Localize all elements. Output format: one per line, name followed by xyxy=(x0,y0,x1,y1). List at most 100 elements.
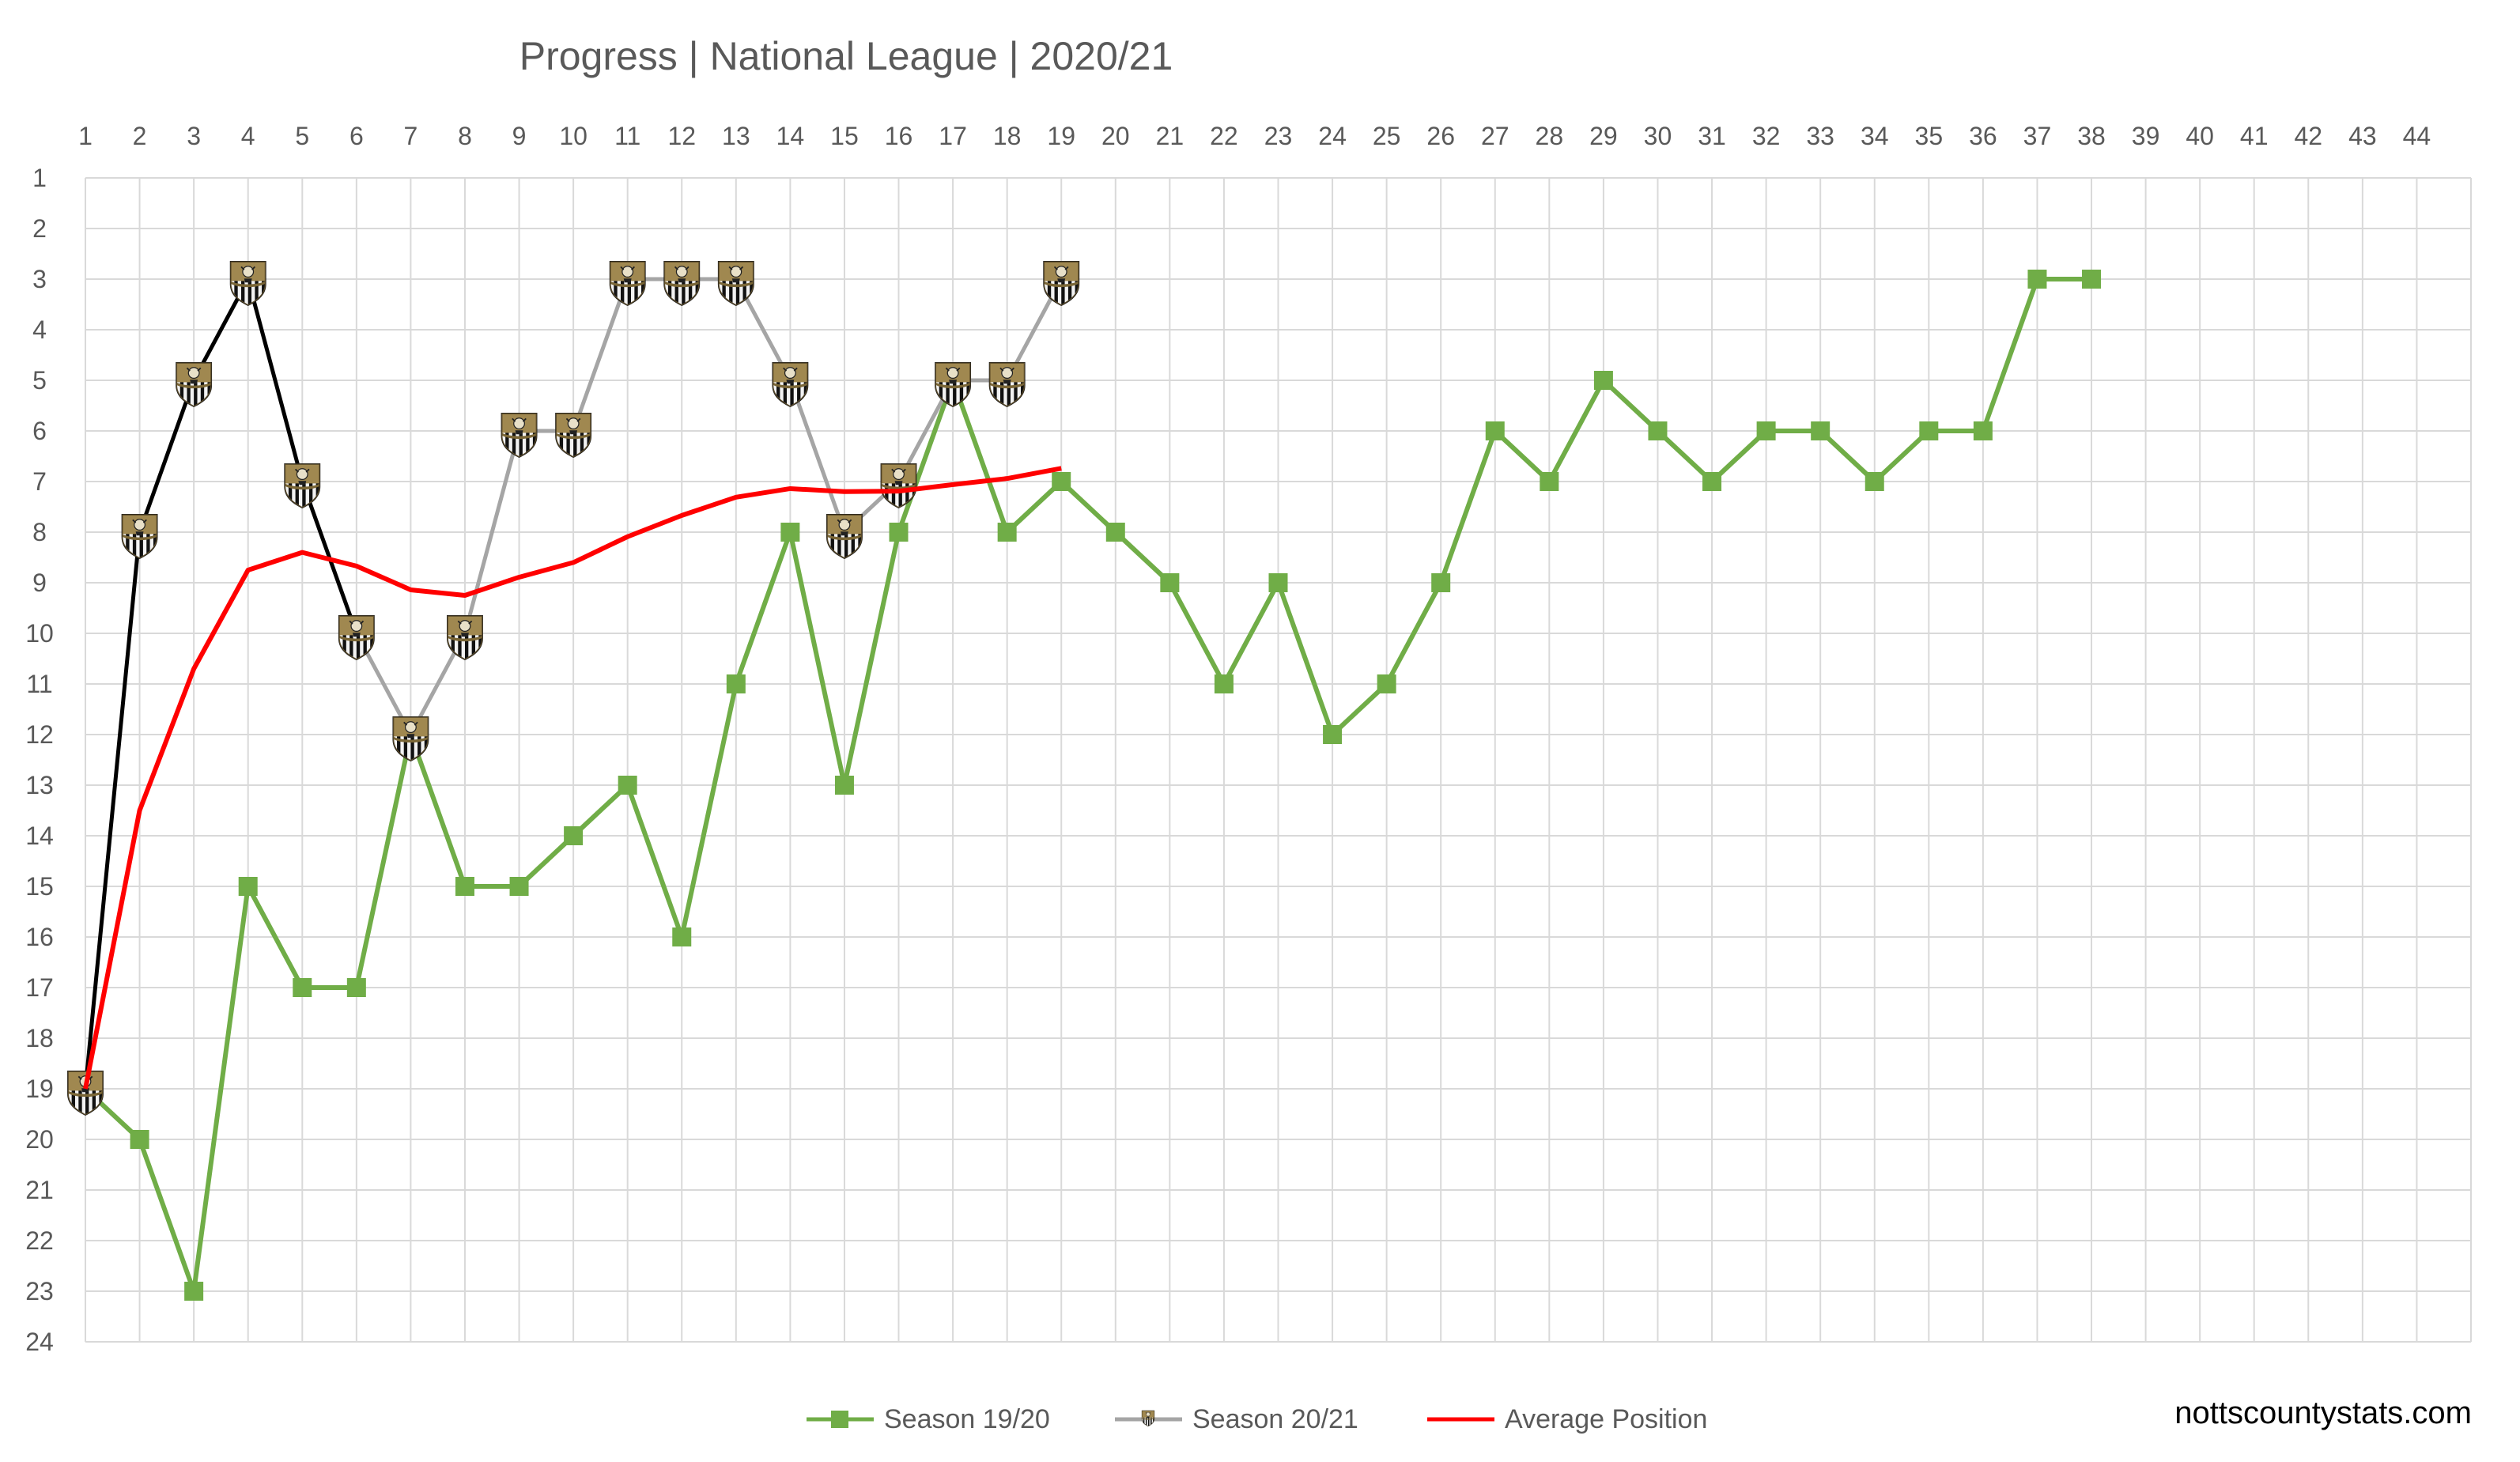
y-tick-label: 19 xyxy=(25,1075,54,1103)
series-average-position xyxy=(83,466,1062,1090)
x-tick-label: 18 xyxy=(993,122,1022,150)
x-tick-label: 41 xyxy=(2240,122,2269,150)
legend-item-season-19-20: Season 19/20 xyxy=(807,1404,1050,1434)
x-tick-label: 14 xyxy=(776,122,805,150)
x-tick-label: 4 xyxy=(241,122,255,150)
crest-icon xyxy=(1142,1411,1154,1426)
series-season-19-20 xyxy=(76,270,2102,1301)
crest-icon xyxy=(284,463,320,508)
data-point xyxy=(346,978,366,997)
data-point xyxy=(1377,674,1396,693)
x-tick-label: 21 xyxy=(1156,122,1184,150)
data-point xyxy=(672,927,692,946)
crest-icon xyxy=(610,261,646,306)
series-segment xyxy=(788,378,847,535)
x-tick-label: 23 xyxy=(1264,122,1293,150)
x-tick-label: 30 xyxy=(1644,122,1672,150)
data-point xyxy=(1702,472,1722,491)
data-point xyxy=(834,776,854,795)
y-tick-label: 1 xyxy=(32,164,47,192)
data-point xyxy=(1811,421,1830,440)
series-segment xyxy=(463,429,522,636)
x-tick-label: 5 xyxy=(295,122,309,150)
series-line xyxy=(83,466,1062,1090)
y-tick-label: 21 xyxy=(25,1176,54,1204)
x-axis-ticks: 1 2 3 4 5 6 7 8 9 10 11 12 13 14 15 16 17 18 19 20 21 22 23 24 2… xyxy=(78,122,2431,150)
grid xyxy=(85,177,2472,1343)
data-point xyxy=(564,826,584,845)
data-point xyxy=(1105,523,1125,542)
legend-square-marker xyxy=(831,1411,848,1428)
x-tick-label: 8 xyxy=(458,122,472,150)
x-tick-label: 1 xyxy=(78,122,93,150)
data-point xyxy=(1268,573,1288,592)
x-tick-label: 31 xyxy=(1698,122,1726,150)
y-tick-label: 10 xyxy=(25,619,54,648)
data-point xyxy=(1540,472,1559,491)
y-tick-label: 23 xyxy=(25,1277,54,1305)
data-point xyxy=(509,877,529,896)
crest-icon xyxy=(555,413,591,458)
x-tick-label: 38 xyxy=(2077,122,2106,150)
crest-icon xyxy=(989,362,1026,407)
y-tick-label: 4 xyxy=(32,315,47,344)
x-tick-label: 13 xyxy=(722,122,750,150)
legend-label: Season 19/20 xyxy=(884,1404,1050,1434)
x-tick-label: 25 xyxy=(1373,122,1401,150)
x-tick-label: 2 xyxy=(133,122,147,150)
x-tick-label: 9 xyxy=(512,122,527,150)
x-tick-label: 32 xyxy=(1752,122,1781,150)
x-tick-label: 12 xyxy=(667,122,696,150)
crest-icon xyxy=(176,362,212,407)
x-tick-label: 6 xyxy=(349,122,364,150)
x-tick-label: 28 xyxy=(1536,122,1564,150)
data-point xyxy=(1919,421,1939,440)
x-tick-label: 43 xyxy=(2348,122,2377,150)
data-point xyxy=(1323,725,1343,744)
data-point xyxy=(238,877,258,896)
data-point xyxy=(780,523,800,542)
y-tick-label: 15 xyxy=(25,872,54,901)
crest-icon xyxy=(122,514,158,559)
y-tick-label: 22 xyxy=(25,1226,54,1255)
series-segment xyxy=(83,530,142,1091)
legend-item-average-position: Average Position xyxy=(1427,1404,1707,1434)
data-point xyxy=(130,1130,149,1149)
data-point xyxy=(293,978,312,997)
data-point xyxy=(1431,573,1451,592)
y-tick-label: 16 xyxy=(25,923,54,951)
data-point xyxy=(1052,472,1071,491)
y-tick-label: 7 xyxy=(32,467,47,496)
x-tick-label: 19 xyxy=(1047,122,1075,150)
legend: Season 19/20 Season 20/21 Average Positi… xyxy=(807,1404,1707,1434)
x-tick-label: 22 xyxy=(1210,122,1238,150)
data-point xyxy=(1648,421,1668,440)
y-tick-label: 14 xyxy=(25,822,54,850)
data-point xyxy=(726,674,746,693)
x-tick-label: 7 xyxy=(404,122,418,150)
y-tick-label: 9 xyxy=(32,569,47,597)
data-point xyxy=(889,523,909,542)
legend-item-season-20-21: Season 20/21 xyxy=(1115,1404,1358,1434)
data-point xyxy=(184,1282,204,1301)
x-tick-label: 20 xyxy=(1101,122,1130,150)
crest-icon xyxy=(826,514,863,559)
site-credit: nottscountystats.com xyxy=(2174,1396,2472,1430)
chart-title: Progress | National League | 2020/21 xyxy=(519,34,1173,78)
series-segment xyxy=(571,277,630,433)
x-tick-label: 10 xyxy=(559,122,587,150)
x-tick-label: 16 xyxy=(885,122,913,150)
data-point xyxy=(2027,270,2047,289)
data-point xyxy=(1756,421,1776,440)
x-tick-label: 36 xyxy=(1969,122,1997,150)
crest-icon xyxy=(772,362,808,407)
y-tick-label: 8 xyxy=(32,518,47,546)
data-point xyxy=(1485,421,1505,440)
y-tick-label: 12 xyxy=(25,720,54,749)
x-tick-label: 15 xyxy=(830,122,859,150)
data-point xyxy=(1214,674,1234,693)
legend-label: Season 20/21 xyxy=(1192,1404,1358,1434)
x-tick-label: 40 xyxy=(2186,122,2214,150)
data-point xyxy=(1973,421,1993,440)
